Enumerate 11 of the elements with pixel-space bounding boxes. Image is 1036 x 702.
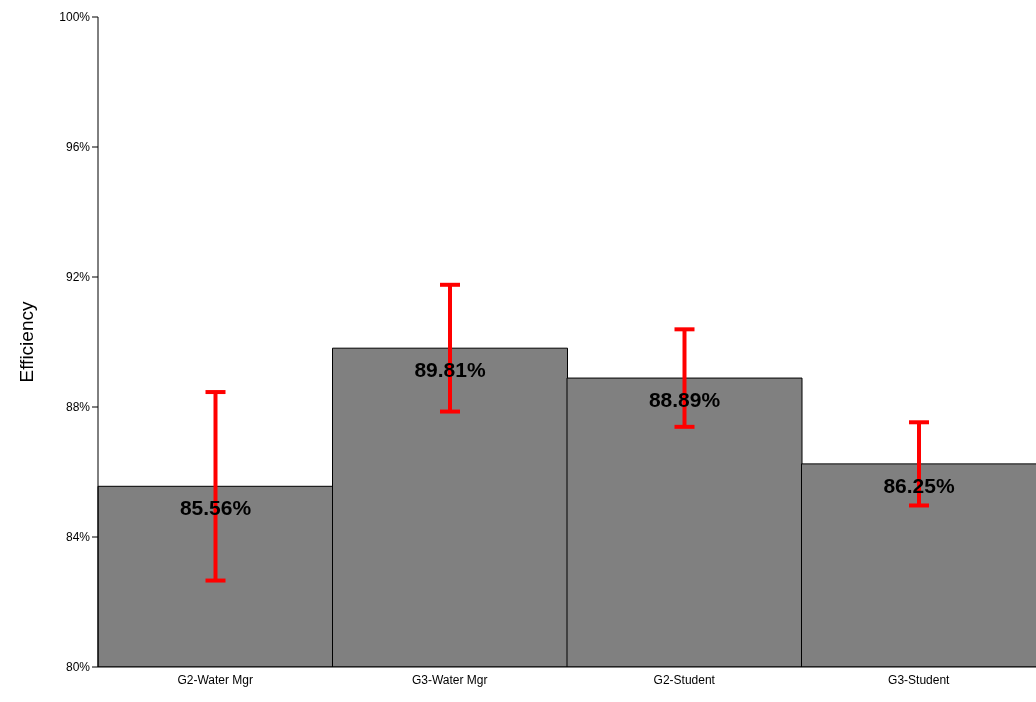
x-tick-label: G2-Water Mgr xyxy=(177,672,254,687)
y-tick-label: 92% xyxy=(65,270,91,285)
x-tick-label: G3-Student xyxy=(888,672,951,687)
y-axis-title: Efficiency xyxy=(15,301,37,383)
y-tick-label: 88% xyxy=(65,400,91,415)
x-tick-label: G3-Water Mgr xyxy=(411,672,488,687)
x-tick-label: G2-Student xyxy=(653,672,716,687)
y-tick-label: 96% xyxy=(65,140,91,155)
y-tick-label: 80% xyxy=(65,660,91,675)
y-tick-label: 100% xyxy=(59,10,91,25)
y-tick-label: 84% xyxy=(65,530,91,545)
